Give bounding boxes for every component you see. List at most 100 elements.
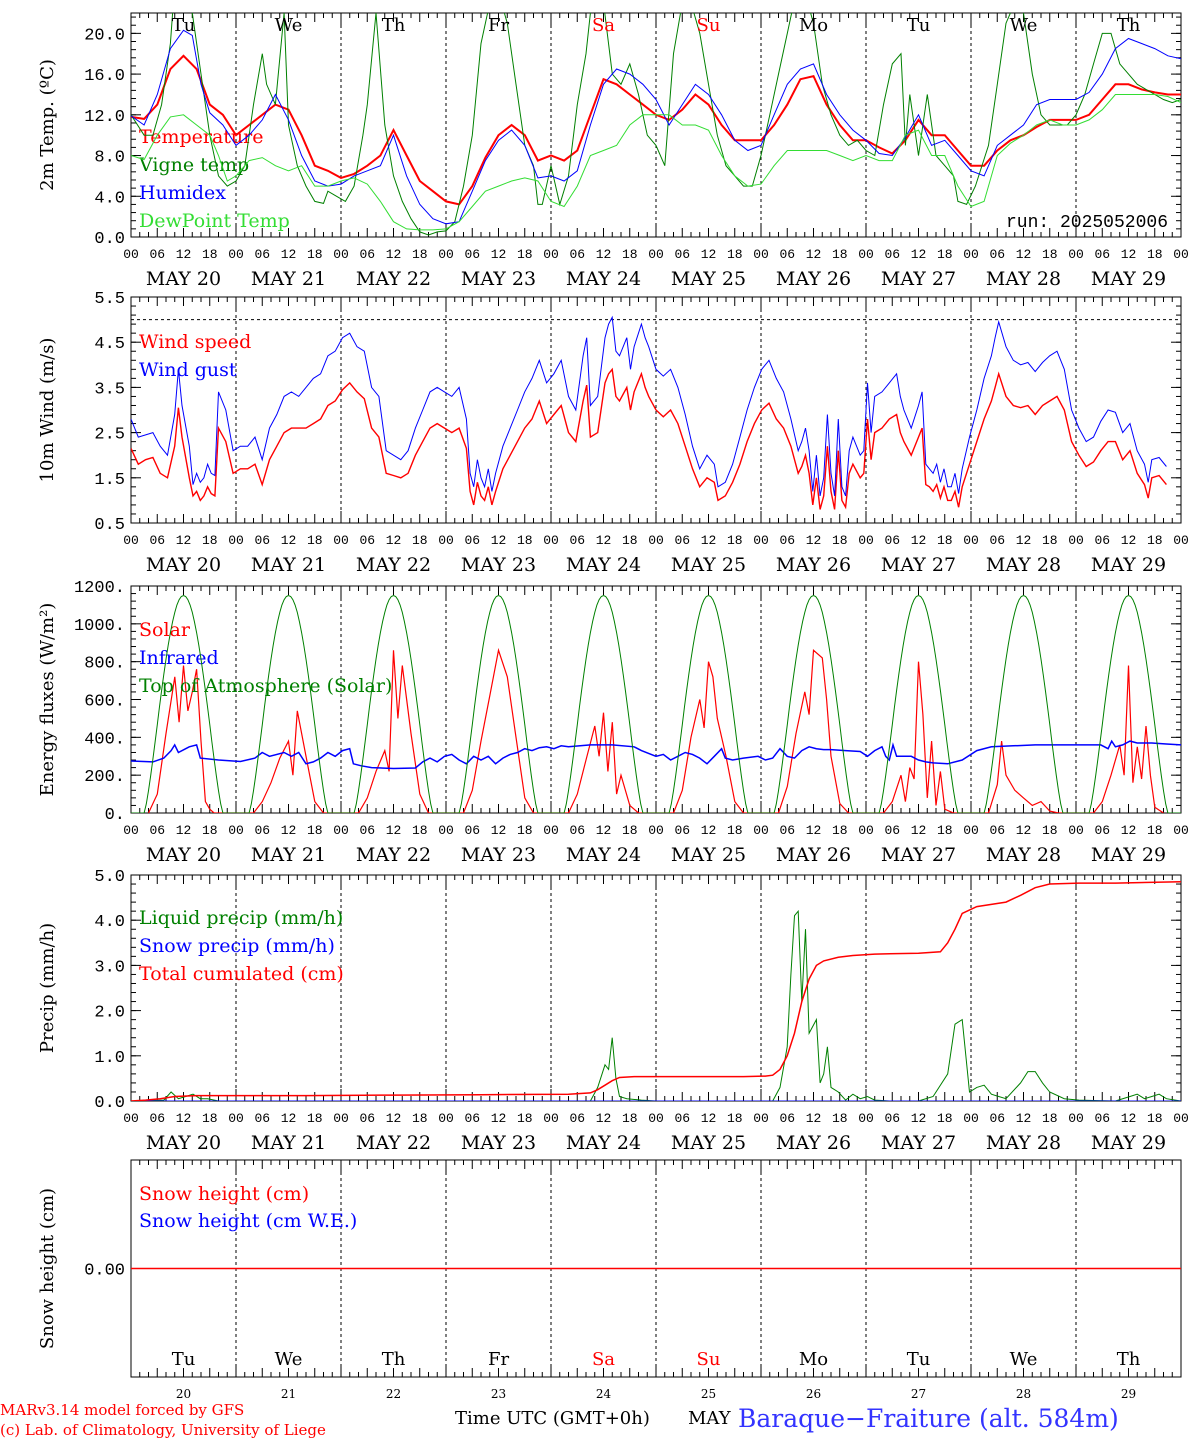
y-tick-label: 5.5 [94, 290, 125, 309]
y-tick-label: 0.00 [84, 1262, 125, 1281]
weekday-label: Sa [592, 1349, 615, 1370]
x-hour-label: 06 [1094, 1111, 1110, 1126]
x-hour-label: 12 [806, 533, 822, 548]
x-date-label: MAY 22 [356, 844, 431, 866]
x-hour-label: 18 [307, 823, 323, 838]
x-hour-label: 12 [701, 1111, 717, 1126]
weekday-label: We [1010, 15, 1038, 36]
x-hour-label: 00 [123, 823, 139, 838]
x-hour-label: 18 [1147, 1111, 1163, 1126]
x-hour-label: 06 [569, 1111, 585, 1126]
x-hour-label: 00 [438, 533, 454, 548]
x-hour-label: 18 [622, 823, 638, 838]
x-hour-label: 12 [176, 1111, 192, 1126]
y-axis-label: Precip (mm/h) [37, 923, 58, 1053]
x-hour-label: 12 [1016, 533, 1032, 548]
x-hour-label: 12 [281, 1111, 297, 1126]
x-hour-label: 18 [412, 533, 428, 548]
legend-entry: Top of Atmosphere (Solar) [139, 675, 392, 697]
x-hour-label: 06 [674, 823, 690, 838]
panel-3: 0. 200. 400. 600. 800. 1000. 1200. Energy fluxe… [37, 579, 1189, 866]
footer-credit-line2: (c) Lab. of Climatology, University of L… [0, 1421, 326, 1439]
day-number-label: 21 [281, 1387, 296, 1401]
x-hour-label: 00 [123, 247, 139, 262]
x-hour-label: 18 [412, 247, 428, 262]
y-tick-label: 1200. [74, 579, 125, 598]
y-tick-label: 8.0 [94, 149, 125, 168]
x-hour-label: 06 [989, 823, 1005, 838]
x-hour-label: 18 [517, 823, 533, 838]
x-hour-label: 00 [1173, 247, 1189, 262]
x-date-label: MAY 24 [566, 268, 641, 290]
day-number-label: 27 [911, 1387, 926, 1401]
x-hour-label: 00 [753, 533, 769, 548]
x-hour-label: 18 [1042, 1111, 1058, 1126]
x-hour-label: 06 [779, 247, 795, 262]
y-tick-label: 1000. [74, 617, 125, 636]
legend-entry: Wind speed [139, 331, 251, 353]
legend-entry: DewPoint Temp [139, 210, 290, 232]
x-hour-label: 18 [1042, 247, 1058, 262]
x-hour-label: 00 [228, 247, 244, 262]
y-tick-label: 400. [84, 730, 125, 749]
x-hour-label: 12 [701, 247, 717, 262]
x-hour-label: 18 [1042, 533, 1058, 548]
x-hour-label: 12 [1121, 533, 1137, 548]
x-hour-label: 06 [149, 247, 165, 262]
x-date-label: MAY 27 [881, 1132, 956, 1154]
x-hour-label: 00 [1068, 1111, 1084, 1126]
x-hour-label: 12 [491, 533, 507, 548]
x-date-label: MAY 27 [881, 844, 956, 866]
x-hour-label: 18 [1147, 823, 1163, 838]
weekday-label: We [1010, 1349, 1038, 1370]
legend-entry: Snow height (cm W.E.) [139, 1210, 357, 1232]
x-hour-label: 00 [543, 247, 559, 262]
x-date-label: MAY 25 [671, 268, 746, 290]
day-number-label: 24 [596, 1387, 612, 1401]
x-hour-label: 06 [254, 1111, 270, 1126]
x-hour-label: 12 [176, 247, 192, 262]
x-hour-label: 18 [1147, 533, 1163, 548]
weekday-label: Tu [172, 1349, 196, 1370]
legend-entry: Wind gust [139, 359, 237, 381]
x-hour-label: 18 [937, 1111, 953, 1126]
x-hour-label: 00 [648, 1111, 664, 1126]
x-date-label: MAY 28 [986, 844, 1061, 866]
x-hour-label: 12 [596, 823, 612, 838]
x-hour-label: 06 [779, 823, 795, 838]
weekday-label: Fr [488, 15, 509, 36]
x-hour-label: 18 [202, 1111, 218, 1126]
day-number-label: 28 [1016, 1387, 1031, 1401]
x-hour-label: 18 [832, 1111, 848, 1126]
legend-entry: Snow precip (mm/h) [139, 935, 335, 957]
x-date-label: MAY 23 [461, 268, 536, 290]
y-tick-label: 5.0 [94, 868, 125, 887]
x-hour-label: 18 [517, 247, 533, 262]
x-hour-label: 18 [727, 533, 743, 548]
x-hour-label: 18 [937, 247, 953, 262]
x-hour-label: 00 [753, 247, 769, 262]
series-line-total-cumulated-cm- [131, 881, 1181, 1101]
x-hour-label: 12 [911, 533, 927, 548]
x-hour-label: 00 [1068, 823, 1084, 838]
x-hour-label: 00 [438, 823, 454, 838]
x-hour-label: 18 [307, 247, 323, 262]
x-hour-label: 00 [963, 247, 979, 262]
series-line-wind-speed [131, 367, 1167, 510]
x-hour-label: 12 [701, 823, 717, 838]
x-date-label: MAY 21 [251, 554, 326, 576]
x-hour-label: 06 [674, 1111, 690, 1126]
x-date-label: MAY 24 [566, 1132, 641, 1154]
y-tick-label: 1.5 [94, 471, 125, 490]
x-hour-label: 12 [491, 247, 507, 262]
series-line-top-of-atmosphere-solar- [131, 594, 1181, 813]
panel-1: 0.0 4.0 8.0 12.0 16.0 20.0 2m Temp. (ºC) Temper… [37, 12, 1189, 290]
x-hour-label: 06 [464, 1111, 480, 1126]
x-date-label: MAY 27 [881, 268, 956, 290]
y-tick-label: 800. [84, 655, 125, 674]
y-axis-label: 10m Wind (m/s) [37, 338, 58, 483]
legend-entry: Vigne temp [138, 154, 249, 176]
legend-entry: Temperature [139, 126, 263, 148]
weekday-label: Th [1117, 15, 1141, 36]
weekday-label: We [275, 15, 303, 36]
